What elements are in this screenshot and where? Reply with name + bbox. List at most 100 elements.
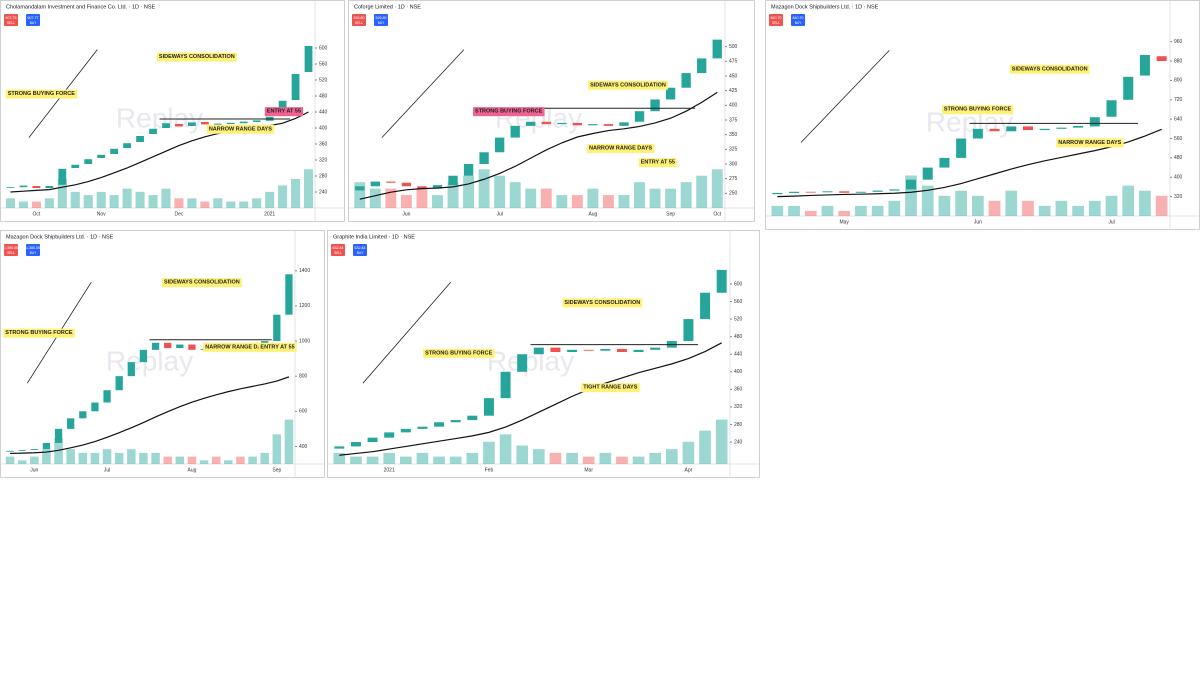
sell-label: SELL xyxy=(7,21,15,25)
candle xyxy=(32,186,41,188)
sell-box xyxy=(4,244,18,256)
moving-average xyxy=(339,342,722,456)
volume-bar xyxy=(1038,205,1051,216)
candle xyxy=(1156,56,1167,62)
candle xyxy=(291,74,300,100)
candle xyxy=(400,428,411,433)
volume-bar xyxy=(174,198,184,208)
candle xyxy=(30,449,38,450)
candle xyxy=(176,344,184,349)
y-tick-label: 320 xyxy=(319,157,328,163)
candle xyxy=(103,390,111,403)
volume-bar xyxy=(680,182,692,208)
candle xyxy=(517,354,528,372)
chart-title: Graphite India Limited · 1D · NSE xyxy=(333,234,415,240)
candle xyxy=(789,191,800,193)
x-tick-label: Dec xyxy=(174,211,183,217)
annotation-box xyxy=(161,278,242,288)
annotation: SIDEWAYS CONSOLIDATION xyxy=(164,280,240,286)
candle xyxy=(500,371,511,399)
volume-bar xyxy=(634,182,645,208)
volume-bar xyxy=(148,195,158,208)
y-tick-label: 250 xyxy=(729,191,738,197)
y-tick-label: 400 xyxy=(1174,175,1183,181)
trend-arrow xyxy=(381,49,465,138)
annotation: SIDEWAYS CONSOLIDATION xyxy=(159,54,235,60)
buy-label: BUY xyxy=(378,21,385,25)
y-tick-label: 560 xyxy=(319,61,328,67)
candle xyxy=(583,349,594,351)
volume-bar xyxy=(888,200,901,216)
candle xyxy=(939,157,950,168)
y-tick-label: 325 xyxy=(729,147,738,153)
candle xyxy=(384,432,395,438)
candle xyxy=(54,428,63,443)
volume-bar xyxy=(200,201,210,208)
volume-bar xyxy=(44,198,54,208)
annotation: NARROW RANGE DAYS xyxy=(205,344,268,350)
volume-bar xyxy=(905,175,917,216)
volume-bar xyxy=(955,190,967,216)
candle xyxy=(1039,128,1050,131)
candle xyxy=(483,398,494,416)
candle xyxy=(45,186,54,188)
sell-price: 1,380.05 xyxy=(4,246,18,250)
volume-bar xyxy=(385,188,397,208)
annotation-box xyxy=(588,80,668,90)
volume-bar xyxy=(587,188,599,208)
annotation: SIDEWAYS CONSOLIDATION xyxy=(590,82,666,88)
volume-bar xyxy=(175,456,185,464)
annotation-box xyxy=(1009,64,1090,74)
candle xyxy=(355,186,365,191)
candle xyxy=(855,191,866,193)
candle xyxy=(822,191,833,193)
candle xyxy=(151,342,160,350)
volume-bar xyxy=(350,456,362,464)
volume-bar xyxy=(199,460,209,464)
x-tick-label: Jul xyxy=(104,467,110,473)
candle xyxy=(479,152,489,164)
x-tick-label: Aug xyxy=(588,211,597,217)
annotation: TIGHT RANGE DAYS xyxy=(583,385,638,391)
volume-bar xyxy=(333,452,346,464)
moving-average xyxy=(10,376,290,455)
buy-box xyxy=(353,244,367,256)
moving-average xyxy=(777,128,1162,198)
y-tick-label: 360 xyxy=(734,387,743,393)
annotation: STRONG BUYING FORCE xyxy=(944,107,1012,113)
candle xyxy=(239,121,248,124)
x-tick-label: Oct xyxy=(713,211,721,217)
volume-bar xyxy=(938,195,951,216)
annotation-box xyxy=(581,383,640,393)
candle xyxy=(906,179,917,190)
candle xyxy=(97,154,106,158)
volume-bar xyxy=(838,210,851,216)
sell-price: 607.75 xyxy=(6,16,17,20)
volume-bar xyxy=(102,449,112,464)
volume-bar xyxy=(272,434,282,464)
candle xyxy=(889,189,900,191)
chart-title: Mazagon Dock Shipbuilders Ltd. · 1D · NS… xyxy=(771,4,879,10)
candle xyxy=(175,124,183,127)
annotation: STRONG BUYING FORCE xyxy=(425,350,493,356)
volume-bar xyxy=(161,188,171,208)
y-tick-label: 640 xyxy=(1174,116,1183,122)
y-tick-label: 450 xyxy=(729,73,738,79)
candle xyxy=(550,347,561,353)
candle xyxy=(603,124,614,126)
annotation: NARROW RANGE DAYS xyxy=(1058,140,1121,146)
volume-bar xyxy=(711,169,723,208)
volume-bar xyxy=(1155,195,1168,216)
volume-bar xyxy=(972,195,984,216)
candle xyxy=(805,191,816,193)
volume-bar xyxy=(1105,195,1118,216)
candle xyxy=(634,111,645,122)
candle xyxy=(450,420,461,423)
volume-bar xyxy=(449,456,462,464)
sell-box xyxy=(352,14,366,26)
annotation-box xyxy=(1056,138,1124,148)
candle xyxy=(162,123,170,128)
annotation-box xyxy=(638,158,677,168)
x-tick-label: Jun xyxy=(402,211,410,217)
volume-bar xyxy=(433,456,445,464)
